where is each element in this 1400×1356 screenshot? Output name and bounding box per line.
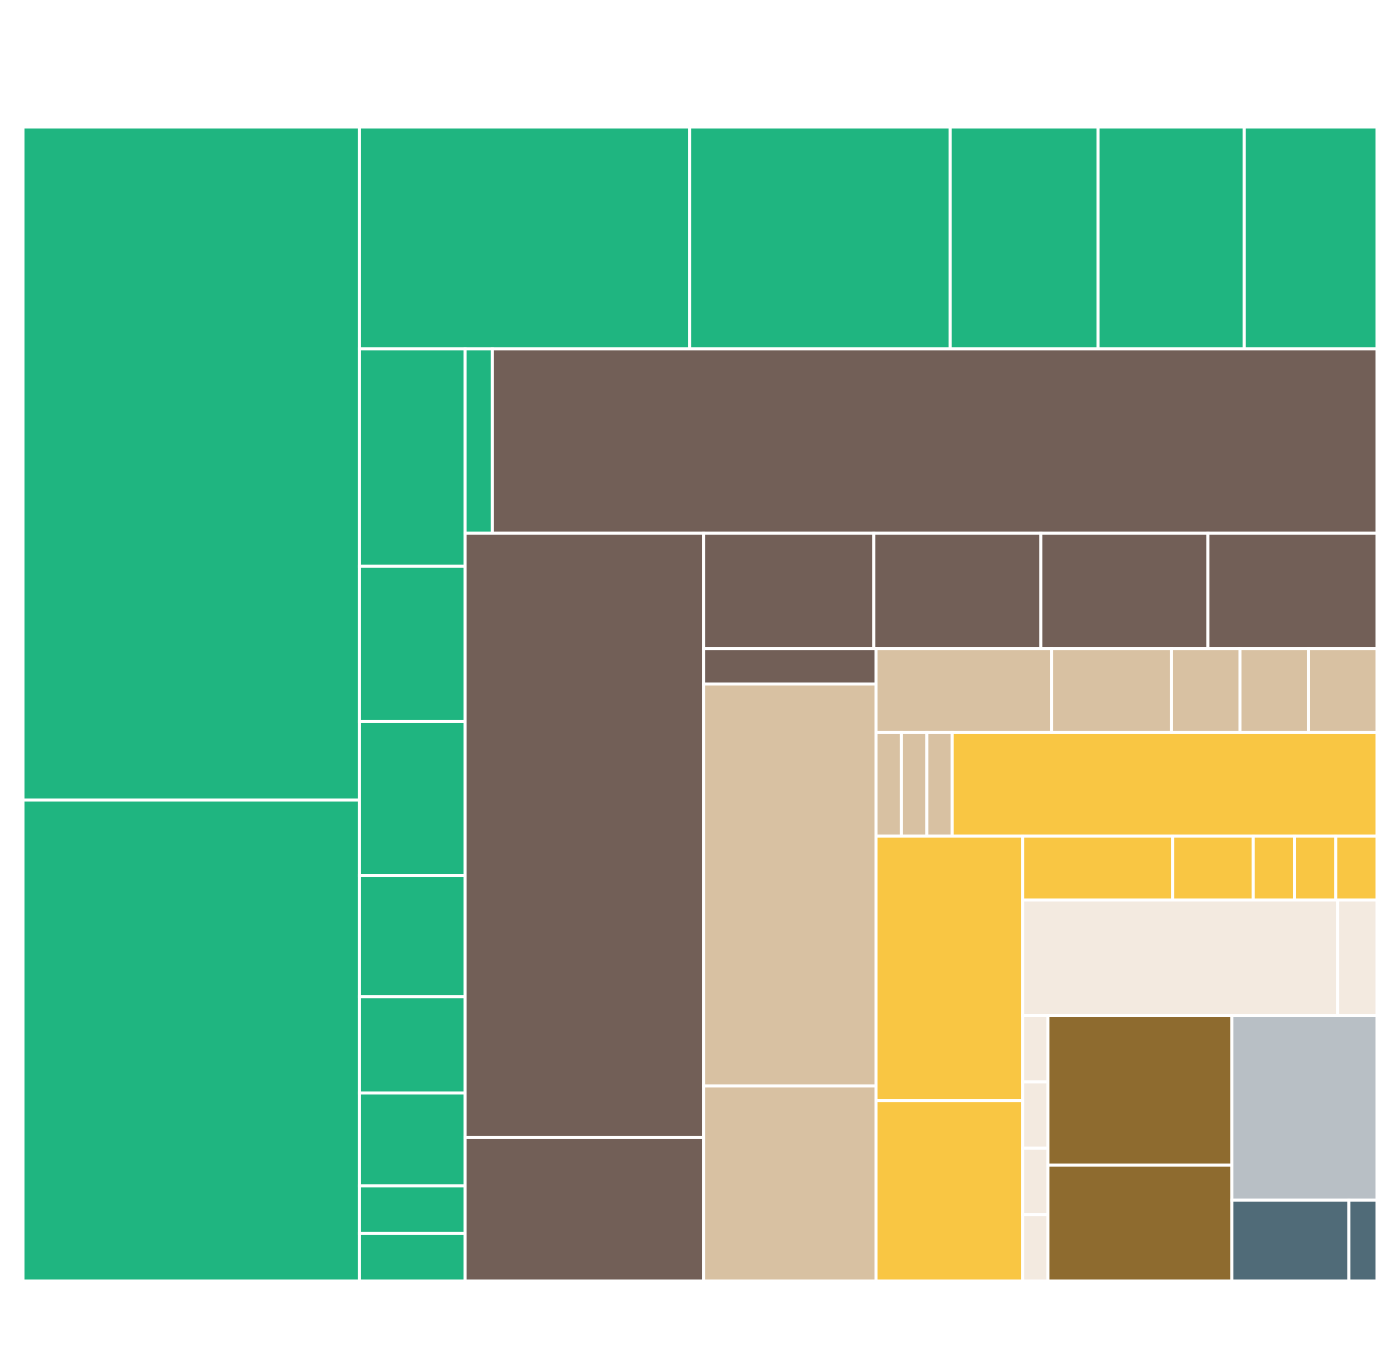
- treemap-cell-1-6: [1206, 531, 1379, 651]
- treemap-cell-5-1: [1046, 1163, 1234, 1283]
- treemap-cell-4-1: [1336, 898, 1379, 1018]
- treemap-cell-1-4: [872, 531, 1043, 651]
- treemap-cell-3-6: [1293, 834, 1338, 902]
- treemap-cell-0-8: [357, 564, 467, 723]
- treemap-cell-1-0: [490, 347, 1379, 535]
- treemap-cell-0-15: [463, 347, 494, 535]
- treemap-cell-2-6: [1306, 647, 1379, 734]
- treemap-cell-0-6: [1242, 125, 1379, 351]
- treemap-cell-3-7: [1334, 834, 1379, 902]
- treemap-cell-2-2: [874, 647, 1054, 734]
- treemap-cell-3-2: [874, 1099, 1025, 1283]
- treemap-cell-0-2: [357, 125, 692, 351]
- treemap-cell-2-8: [899, 730, 929, 838]
- treemap-cell-0-3: [688, 125, 952, 351]
- treemap-cell-0-9: [357, 719, 467, 878]
- treemap-cell-0-14: [357, 1231, 467, 1283]
- treemap-cell-1-3: [702, 531, 876, 651]
- treemap-cell-2-3: [1050, 647, 1173, 734]
- treemap-cell-3-3: [1021, 834, 1175, 902]
- treemap-cell-2-1: [702, 1084, 878, 1283]
- treemap-cell-2-4: [1169, 647, 1242, 734]
- treemap-cell-0-1: [21, 798, 361, 1283]
- treemap-cell-1-7: [702, 647, 878, 686]
- treemap-cell-1-5: [1039, 531, 1210, 651]
- treemap-cell-3-0: [950, 730, 1379, 838]
- treemap-cell-4-5: [1021, 1213, 1050, 1283]
- treemap-cell-7-1: [1347, 1198, 1379, 1283]
- treemap-cell-0-10: [357, 874, 467, 999]
- treemap-cell-0-7: [357, 347, 467, 568]
- treemap-cell-4-4: [1021, 1146, 1050, 1217]
- treemap-cell-0-4: [948, 125, 1100, 351]
- treemap-cell-3-5: [1251, 834, 1297, 902]
- treemap-cell-2-5: [1238, 647, 1310, 734]
- treemap-cell-0-5: [1096, 125, 1246, 351]
- treemap-cell-2-7: [874, 730, 903, 838]
- treemap-cell-4-3: [1021, 1080, 1050, 1150]
- treemap-cell-6-0: [1230, 1014, 1379, 1202]
- treemap-cell-0-12: [357, 1091, 467, 1188]
- treemap-cell-7-0: [1230, 1198, 1351, 1283]
- treemap-cell-1-2: [463, 1135, 706, 1283]
- treemap-cell-1-1: [463, 531, 706, 1139]
- treemap-cell-0-13: [357, 1184, 467, 1235]
- treemap-cell-4-0: [1021, 898, 1340, 1018]
- treemap-cell-0-11: [357, 995, 467, 1095]
- treemap-cell-3-1: [874, 834, 1025, 1103]
- treemap-cell-2-9: [925, 730, 954, 838]
- treemap-cell-0-0: [21, 125, 361, 802]
- treemap-cell-4-2: [1021, 1014, 1050, 1084]
- treemap-cell-2-0: [702, 682, 878, 1088]
- treemap-cell-5-0: [1046, 1014, 1234, 1167]
- treemap-cell-3-4: [1171, 834, 1255, 902]
